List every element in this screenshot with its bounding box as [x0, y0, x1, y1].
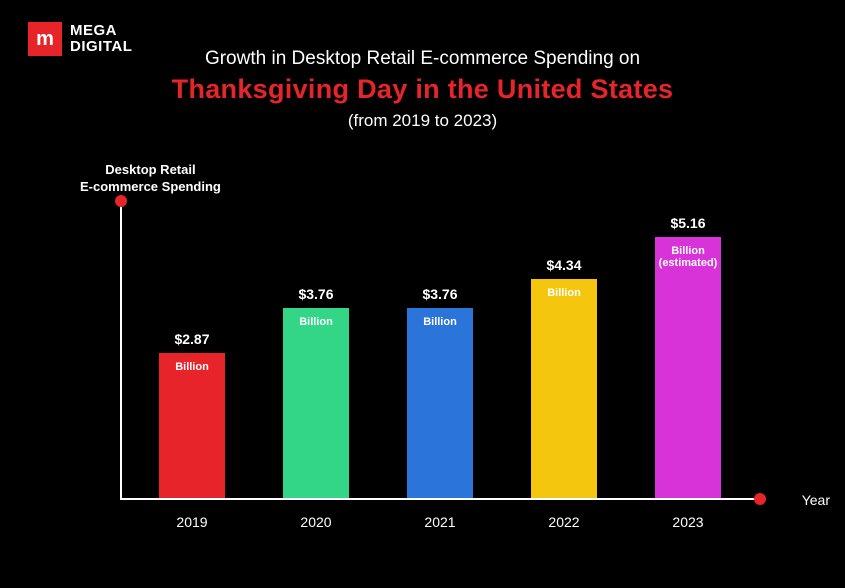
title-line3: (from 2019 to 2023)	[0, 111, 845, 131]
x-axis-tick-label: 2019	[147, 514, 237, 530]
bar-value-label: $2.87	[174, 331, 209, 347]
bar-unit-label: Billion	[175, 361, 209, 373]
bar: Billion(estimated)	[655, 237, 721, 498]
logo-text: MEGA DIGITAL	[70, 23, 132, 55]
x-axis-tick-label: 2023	[643, 514, 733, 530]
bar-group-2023: $5.16 Billion(estimated)	[643, 215, 733, 498]
bar-unit-label: Billion	[547, 287, 581, 299]
bar-unit-label: Billion	[299, 316, 333, 328]
bar-group-2020: $3.76 Billion	[271, 286, 361, 498]
bar-unit-label: Billion	[423, 316, 457, 328]
logo-mark-icon: m	[28, 22, 62, 56]
x-axis-labels: 2019 2020 2021 2022 2023	[120, 514, 760, 530]
chart-title-block: Growth in Desktop Retail E-commerce Spen…	[0, 0, 845, 131]
x-axis-tick-label: 2022	[519, 514, 609, 530]
bar: Billion	[159, 353, 225, 498]
x-axis-tick-label: 2020	[271, 514, 361, 530]
logo-text-line1: MEGA	[70, 23, 132, 39]
bar-chart: Year $2.87Billion$3.76Billion$3.76Billio…	[120, 200, 780, 520]
bar-group-2022: $4.34 Billion	[519, 257, 609, 498]
x-axis-line	[120, 498, 760, 500]
y-axis-label: Desktop Retail E-commerce Spending	[80, 162, 221, 196]
x-axis-title: Year	[802, 492, 830, 508]
bar-group-2021: $3.76 Billion	[395, 286, 485, 498]
bar: Billion	[531, 279, 597, 498]
bar-value-label: $3.76	[298, 286, 333, 302]
x-axis-tick-label: 2021	[395, 514, 485, 530]
title-line2: Thanksgiving Day in the United States	[0, 74, 845, 105]
bar-value-label: $3.76	[422, 286, 457, 302]
ylabel-line1: Desktop Retail	[80, 162, 221, 179]
y-axis-endpoint-dot	[115, 195, 127, 207]
bars-container: $2.87Billion$3.76Billion$3.76Billion$4.3…	[120, 220, 760, 498]
bar-group-2019: $2.87 Billion	[147, 331, 237, 498]
bar: Billion	[283, 308, 349, 498]
brand-logo: m MEGA DIGITAL	[28, 22, 132, 56]
ylabel-line2: E-commerce Spending	[80, 179, 221, 196]
logo-text-line2: DIGITAL	[70, 39, 132, 55]
bar: Billion	[407, 308, 473, 498]
bar-unit-label: Billion(estimated)	[659, 245, 718, 269]
bar-value-label: $4.34	[546, 257, 581, 273]
bar-value-label: $5.16	[670, 215, 705, 231]
